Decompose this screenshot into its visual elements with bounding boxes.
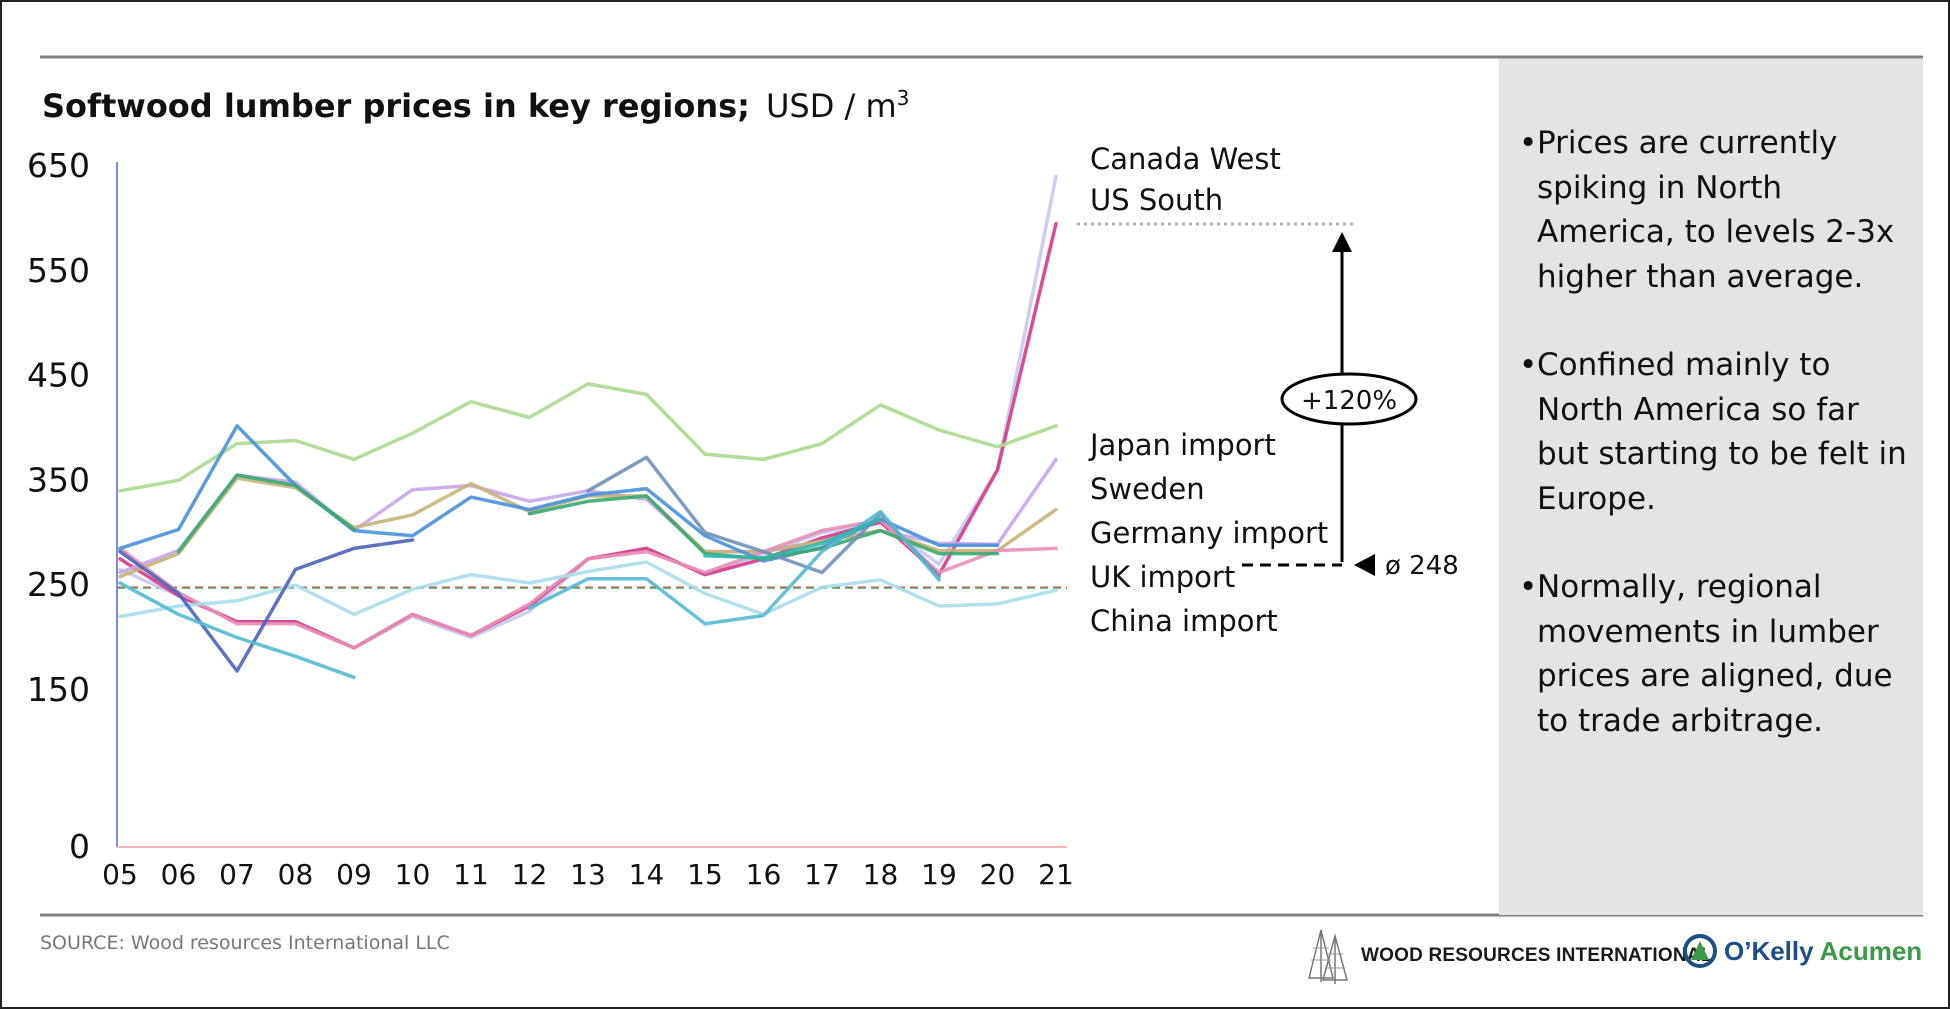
x-tick-label: 10	[395, 858, 431, 891]
x-tick-label: 07	[219, 858, 255, 891]
series-segment	[118, 538, 415, 673]
x-tick-label: 18	[863, 858, 899, 891]
series-line	[118, 221, 1058, 650]
x-tick-label: 06	[161, 858, 197, 891]
x-tick-label: 20	[980, 858, 1016, 891]
series-segment	[118, 424, 1000, 563]
x-tick-label: 13	[570, 858, 606, 891]
series-segment	[118, 581, 356, 680]
tree-icon	[1308, 929, 1348, 984]
change-arrow-head	[1332, 232, 1352, 252]
chart-unit-superscript: 3	[897, 86, 910, 110]
x-tick-label: 15	[687, 858, 723, 891]
series-segment	[527, 509, 941, 626]
average-label: ø 248	[1385, 551, 1459, 581]
chart-title: Softwood lumber prices in key regions; US…	[42, 86, 909, 125]
x-tick-label: 08	[278, 858, 314, 891]
change-badge	[1280, 372, 1418, 426]
x-tick-label: 17	[804, 858, 840, 891]
series-segment	[176, 473, 356, 554]
series-lines	[118, 174, 1058, 680]
series-labels-upper: Canada West US South	[1090, 142, 1281, 217]
series-segment	[118, 560, 1058, 619]
y-tick-label: 550	[27, 251, 90, 290]
series-label: US South	[1090, 183, 1223, 217]
change-label: +120%	[1301, 386, 1397, 416]
series-line	[118, 509, 941, 680]
series-line	[118, 538, 415, 673]
series-line	[118, 382, 1058, 493]
bullet-dot: •	[1519, 125, 1538, 161]
series-segment	[118, 382, 1058, 493]
x-tick-label: 05	[102, 858, 138, 891]
series-label: Japan import	[1088, 428, 1276, 462]
y-tick-label: 0	[69, 827, 90, 866]
bullet-item: •Confined mainly to North America so far…	[1519, 343, 1919, 521]
source-note: SOURCE: Wood resources International LLC	[40, 932, 450, 954]
y-tick-labels: 650 550 450 350 250 150 0	[27, 146, 90, 866]
series-line	[118, 560, 1058, 619]
series-line	[118, 424, 1000, 563]
series-label: UK import	[1090, 560, 1235, 594]
bullet-text: Normally, regional movements in lumber p…	[1537, 569, 1893, 739]
bullet-item: •Normally, regional movements in lumber …	[1519, 565, 1919, 743]
y-tick-label: 650	[27, 146, 90, 185]
y-tick-label: 450	[27, 356, 90, 395]
x-tick-label: 21	[1038, 858, 1074, 891]
wood-resources-logo: WOOD RESOURCES INTERNATIONAL	[1307, 928, 1712, 984]
series-segment	[118, 221, 1058, 650]
bullet-text: Confined mainly to North America so far …	[1537, 347, 1907, 517]
acumen-wordmark: Acumen	[1819, 935, 1923, 966]
y-tick-label: 350	[27, 460, 90, 499]
series-labels-lower: Japan import Sweden Germany import UK impor…	[1088, 428, 1328, 638]
series-line	[118, 476, 1058, 579]
series-segment	[118, 476, 1058, 579]
x-tick-label: 19	[921, 858, 957, 891]
x-tick-label: 16	[746, 858, 782, 891]
okelly-acumen-logo: O’Kelly Acumen	[1682, 934, 1922, 968]
y-tick-label: 250	[27, 565, 90, 604]
series-label: Sweden	[1090, 472, 1205, 506]
series-label: Germany import	[1090, 516, 1328, 550]
y-tick-label: 150	[27, 670, 90, 709]
chart-unit: USD / m	[766, 87, 897, 125]
x-tick-label: 12	[512, 858, 548, 891]
series-segment	[703, 517, 883, 560]
average-pointer-head	[1354, 554, 1375, 576]
bullet-text: Prices are currently spiking in North Am…	[1537, 125, 1895, 295]
x-tick-label: 14	[629, 858, 665, 891]
bullet-item: •Prices are currently spiking in North A…	[1519, 121, 1919, 299]
x-tick-label: 09	[336, 858, 372, 891]
series-label: China import	[1090, 604, 1278, 638]
bullet-dot: •	[1519, 569, 1538, 605]
series-label: Canada West	[1090, 142, 1281, 176]
okelly-wordmark: O’Kelly	[1724, 935, 1814, 966]
triangle-circle-icon	[1683, 934, 1717, 968]
bullet-list: •Prices are currently spiking in North A…	[1519, 121, 1919, 787]
x-tick-labels: 05 06 07 08 09 10 11 12 13 14 15 16 17 18 19 20 21	[102, 858, 1074, 891]
series-segment	[527, 494, 1000, 561]
series-line	[703, 517, 883, 560]
wood-resources-wordmark: WOOD RESOURCES INTERNATIONAL	[1361, 945, 1713, 966]
commentary-panel: •Prices are currently spiking in North A…	[1499, 59, 1923, 915]
x-tick-label: 11	[453, 858, 489, 891]
bullet-dot: •	[1519, 347, 1538, 383]
